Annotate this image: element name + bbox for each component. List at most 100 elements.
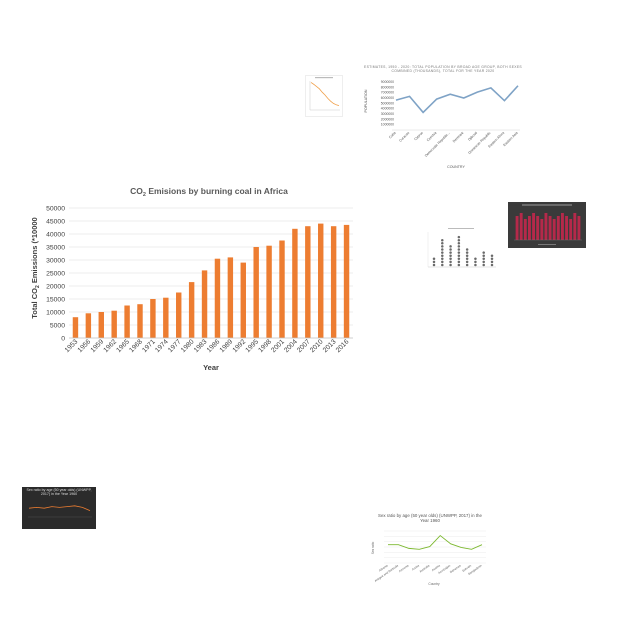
thumbnail-orange-line-chart [305,75,343,117]
y-axis-label: Sex ratio [371,541,375,554]
series-line [395,85,519,114]
bar [548,216,552,240]
y-tick-label: 3000000 [381,112,394,116]
thumb-title-placeholder [448,228,474,229]
dot [465,260,469,264]
dot [457,251,461,254]
x-tick-label: 2016 [335,338,351,354]
x-axis-label: Country [428,582,440,586]
dot [474,257,477,261]
x-tick-label: Azerbaijan [437,563,451,575]
dot [441,254,444,257]
x-tick-label: 1995 [244,338,260,354]
x-tick-label: Cuba [388,131,397,140]
x-tick-label: 2013 [322,338,338,354]
series-line [310,82,340,107]
y-tick-label: 15000 [46,296,65,303]
x-tick-label: 1956 [77,338,93,354]
x-tick-label: 1959 [90,338,106,354]
x-tick-label: Denmark [452,131,465,144]
dot [457,260,461,264]
x-tick-label: Armenia [398,563,410,573]
chart-title: CO2 Emisions by burning coal in Africa [130,186,288,198]
dot [449,260,452,264]
y-tick-label: 50000 [46,205,65,212]
dot [432,263,436,267]
thumbnail-dark-bar-chart [508,202,586,248]
x-tick-label: Eastern Asia [502,131,518,147]
bar-1980 [188,282,195,338]
y-tick-label: 0 [61,335,65,342]
bar [523,219,527,240]
bar-1998 [266,245,272,338]
x-tick-label: 1971 [141,338,157,354]
y-tick-label: 9000000 [381,80,394,84]
bar [532,213,536,240]
x-tick-label: 1968 [128,338,144,354]
bar [573,213,577,240]
bar [515,216,519,240]
dot [482,257,485,261]
y-tick-label: 30000 [46,257,65,264]
dot [465,263,469,267]
y-tick-label: 8000000 [381,85,394,89]
x-tick-label: Djibouti [467,131,478,142]
thumb-title: Sex ratio by age (50 year olds) (UNWPP, … [378,513,482,524]
dot [457,242,461,245]
bar-1968 [137,304,143,338]
dot [482,260,485,264]
series-line [28,505,91,511]
x-axis-label: Year [203,363,219,372]
bar-2010 [318,223,324,338]
x-tick-label: 1965 [115,338,131,354]
x-tick-label: Aruba [411,563,420,571]
x-tick-label: Albania [378,563,389,572]
dot [465,257,469,261]
co2-emissions-bar-chart: CO2 Emisions by burning coal in Africa 0… [30,186,353,372]
dot [457,238,461,242]
y-tick-label: 5000000 [381,101,394,105]
bar-1959 [98,312,104,338]
bar [540,219,544,240]
dot [474,260,477,264]
thumb-title: Sex ratio by age (50 year olds) (UNWPP, … [26,488,92,497]
bar-1953 [72,317,79,338]
dot [482,254,485,257]
dot [449,251,452,254]
bar-1983 [201,270,208,338]
thumb-title-placeholder [315,77,333,79]
y-axis-label: POPULATION [364,89,368,112]
dot [490,263,494,267]
x-tick-label: 1998 [257,338,273,354]
thumbnail-dark-line-chart: Sex ratio by age (50 year olds) (UNWPP, … [22,487,96,529]
x-tick-label: 1989 [219,338,235,354]
bar-1995 [253,247,259,338]
y-axis-label: Total CO2 Emissions (*10000 [30,217,41,318]
dot [441,257,444,261]
x-tick-label: Australia [418,563,430,573]
bar-2013 [330,226,337,338]
dot [432,257,436,261]
x-tick-label: 1977 [167,338,183,354]
dot [457,245,461,248]
y-tick-label: 6000000 [381,96,394,100]
dot [457,254,461,257]
x-tick-label: 1974 [154,338,170,354]
dot [441,260,444,264]
dot [441,263,444,267]
y-tick-label: 4000000 [381,107,394,111]
x-tick-label: 1953 [64,338,80,354]
x-tick-label: Bahamas [449,563,462,574]
bar-1956 [85,313,92,338]
bar-2007 [305,226,311,338]
dot [441,245,444,248]
x-tick-label: 1992 [232,338,248,354]
dot [449,245,452,248]
series-line [388,534,483,550]
dot [449,254,452,257]
dot [441,242,444,245]
dot [441,248,444,251]
bar [560,213,564,240]
x-tick-label: Bahrain [461,563,472,572]
x-tick-label: 1962 [102,338,118,354]
